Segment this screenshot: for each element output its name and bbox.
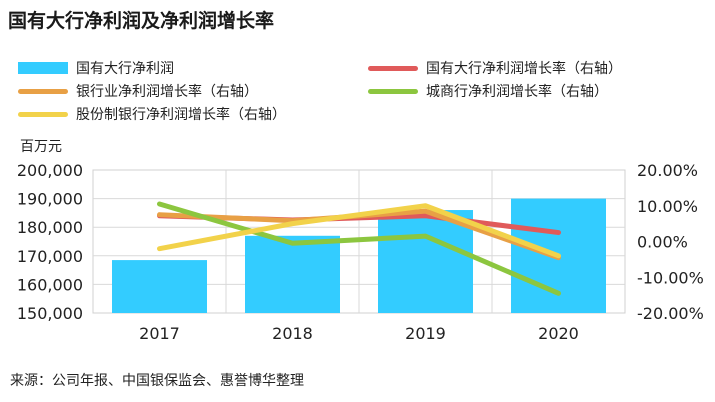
legend-label-line-2: 城商行净利润增长率（右轴） bbox=[426, 84, 608, 100]
legend-label-line-0: 国有大行净利润增长率（右轴） bbox=[426, 61, 622, 77]
right-tick-label: 0.00% bbox=[637, 233, 688, 252]
left-tick-label: 200,000 bbox=[17, 161, 83, 180]
legend-item-line-2: 城商行净利润增长率（右轴） bbox=[368, 81, 608, 101]
x-tick-label: 2019 bbox=[405, 324, 446, 343]
left-tick-label: 190,000 bbox=[17, 190, 83, 209]
series-line-2 bbox=[157, 201, 561, 296]
right-tick-label: 10.00% bbox=[637, 197, 698, 216]
bar bbox=[245, 235, 340, 313]
legend-item-line-3: 股份制银行净利润增长率（右轴） bbox=[18, 104, 286, 124]
x-tick-label: 2018 bbox=[272, 324, 313, 343]
legend-label-bars: 国有大行净利润 bbox=[76, 61, 174, 77]
legend-swatch-line-1 bbox=[18, 88, 68, 94]
bar bbox=[378, 210, 473, 313]
left-axis-unit: 百万元 bbox=[20, 139, 62, 155]
legend-item-line-0: 国有大行净利润增长率（右轴） bbox=[368, 58, 622, 78]
legend-swatch-line-2 bbox=[368, 88, 418, 94]
legend: 国有大行净利润 国有大行净利润增长率（右轴） 银行业净利润增长率（右轴） 城商行… bbox=[0, 0, 715, 130]
source-note: 来源：公司年报、中国银保监会、惠誉博华整理 bbox=[10, 373, 304, 389]
x-tick-label: 2017 bbox=[139, 324, 180, 343]
right-tick-label: -10.00% bbox=[637, 268, 704, 287]
legend-swatch-line-0 bbox=[368, 65, 418, 71]
legend-item-line-1: 银行业净利润增长率（右轴） bbox=[18, 81, 258, 101]
left-tick-label: 170,000 bbox=[17, 247, 83, 266]
legend-item-bars: 国有大行净利润 bbox=[18, 58, 174, 78]
chart-title: 国有大行净利润及净利润增长率 bbox=[8, 10, 275, 32]
legend-swatch-line-3 bbox=[18, 111, 68, 117]
bar bbox=[112, 260, 207, 313]
x-tick-label: 2020 bbox=[538, 324, 579, 343]
series-line-3 bbox=[157, 203, 561, 259]
left-tick-label: 160,000 bbox=[17, 275, 83, 294]
left-tick-label: 180,000 bbox=[17, 218, 83, 237]
right-tick-label: 20.00% bbox=[637, 161, 698, 180]
legend-swatch-bars bbox=[18, 62, 68, 74]
legend-label-line-1: 银行业净利润增长率（右轴） bbox=[76, 84, 258, 100]
left-tick-label: 150,000 bbox=[17, 304, 83, 323]
right-tick-label: -20.00% bbox=[637, 304, 704, 323]
legend-label-line-3: 股份制银行净利润增长率（右轴） bbox=[76, 107, 286, 123]
